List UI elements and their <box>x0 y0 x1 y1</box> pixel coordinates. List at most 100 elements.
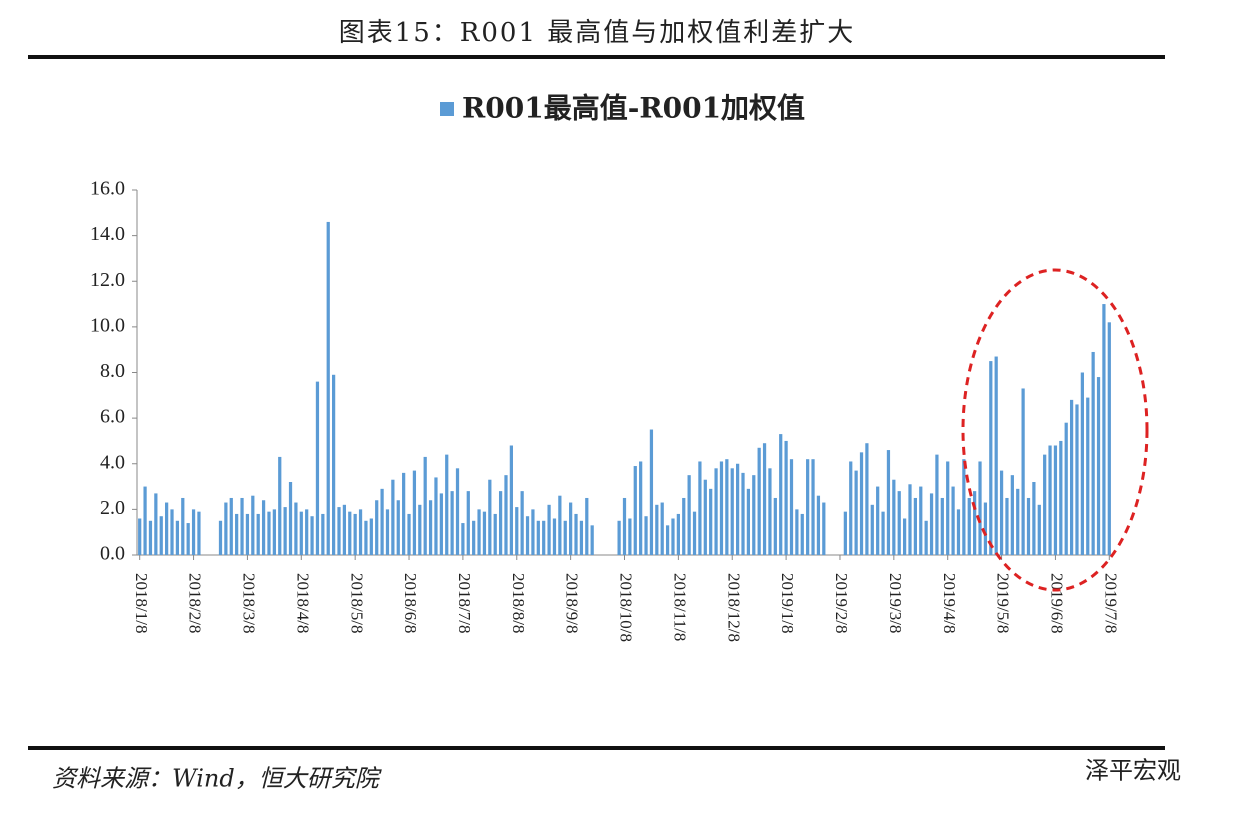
y-tick-label: 10.0 <box>90 314 125 336</box>
bar <box>978 461 982 555</box>
x-tick-label: 2018/6/8 <box>401 573 420 633</box>
bar <box>229 497 233 555</box>
bar <box>412 470 417 555</box>
bar <box>1064 422 1068 555</box>
bar <box>450 491 454 555</box>
bar <box>191 509 196 555</box>
bar <box>1016 488 1020 555</box>
bar <box>272 509 276 555</box>
bar <box>337 507 341 555</box>
bar <box>1021 388 1025 555</box>
bar <box>369 518 373 555</box>
bar <box>924 520 928 555</box>
bar <box>622 497 627 555</box>
bar <box>908 484 912 555</box>
bar <box>197 511 201 555</box>
bar <box>811 459 815 555</box>
bar <box>569 502 573 555</box>
bar <box>186 523 190 555</box>
bar <box>649 429 654 555</box>
bar <box>563 520 567 555</box>
bar <box>703 479 707 555</box>
bar <box>407 513 411 555</box>
bar <box>768 468 772 555</box>
bar <box>461 523 465 555</box>
x-tick-label: 2018/12/8 <box>724 573 743 642</box>
bar <box>929 493 934 555</box>
bar <box>482 511 487 555</box>
bar <box>477 509 481 555</box>
bar <box>644 516 648 555</box>
bar <box>455 468 460 555</box>
bar <box>423 456 427 555</box>
bar <box>1107 322 1111 555</box>
bar <box>973 491 977 555</box>
bar <box>940 497 944 555</box>
bar <box>999 470 1004 555</box>
bar <box>1096 377 1101 555</box>
bar <box>757 447 761 555</box>
y-tick-label: 14.0 <box>90 223 125 245</box>
bar <box>380 488 384 555</box>
bar <box>1010 475 1014 555</box>
bar <box>709 488 713 555</box>
x-tick-label: 2018/2/8 <box>186 573 205 633</box>
bar <box>1032 482 1036 555</box>
bar <box>375 500 379 555</box>
bar <box>552 518 557 555</box>
bar <box>682 497 686 555</box>
source-note: 资料来源：Wind，恒大研究院 <box>52 765 383 793</box>
bar <box>288 482 293 555</box>
bar <box>391 479 395 555</box>
bar <box>1102 304 1106 555</box>
y-tick-label: 6.0 <box>100 406 125 428</box>
legend-label: R001最高值-R001加权值 <box>462 92 805 125</box>
y-tick-label: 16.0 <box>90 178 125 200</box>
x-tick-label: 2018/4/8 <box>293 573 312 633</box>
bar <box>671 518 675 555</box>
bar <box>418 504 422 555</box>
x-tick-label: 2018/3/8 <box>240 573 259 633</box>
bar <box>660 502 664 555</box>
bar <box>746 488 751 555</box>
bar <box>736 463 740 555</box>
bar <box>542 520 546 555</box>
bar <box>628 518 632 555</box>
bar <box>897 491 901 555</box>
bar <box>784 440 788 555</box>
bar <box>294 502 298 555</box>
bar <box>143 486 147 555</box>
bar <box>773 497 777 555</box>
bar <box>1005 497 1009 555</box>
bar <box>466 491 470 555</box>
bar <box>498 491 503 555</box>
bar <box>989 361 993 555</box>
x-tick-label: 2018/8/8 <box>509 573 528 633</box>
bar <box>579 520 584 555</box>
x-tick-label: 2018/1/8 <box>132 573 151 633</box>
bar <box>779 434 783 555</box>
bar <box>326 221 330 555</box>
bar <box>504 475 508 555</box>
watermark: 泽平宏观 <box>1085 757 1181 785</box>
x-tick-label: 2018/11/8 <box>670 573 689 641</box>
bar <box>886 450 891 555</box>
bar <box>843 511 847 555</box>
x-tick-label: 2019/1/8 <box>778 573 797 633</box>
x-tick-label: 2018/5/8 <box>347 573 366 633</box>
bar <box>585 497 589 555</box>
bar <box>692 511 697 555</box>
bar <box>865 443 869 555</box>
bar <box>730 468 734 555</box>
bar <box>558 495 562 555</box>
bar <box>946 461 950 555</box>
bar <box>321 513 325 555</box>
x-tick-label: 2019/5/8 <box>994 573 1013 633</box>
bar <box>251 495 255 555</box>
bar <box>515 507 519 555</box>
x-tick-label: 2019/7/8 <box>1101 573 1120 633</box>
bar <box>536 520 540 555</box>
bar <box>315 381 320 555</box>
bar <box>633 466 637 555</box>
bar <box>870 504 874 555</box>
